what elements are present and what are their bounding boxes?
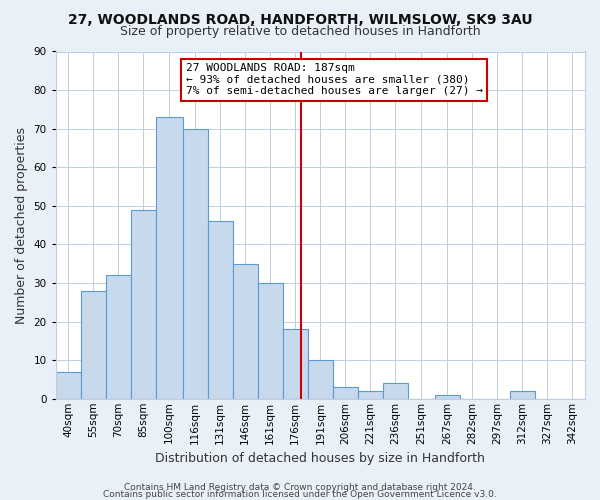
Bar (156, 117, 182, 399)
Text: 27, WOODLANDS ROAD, HANDFORTH, WILMSLOW, SK9 3AU: 27, WOODLANDS ROAD, HANDFORTH, WILMSLOW,… (68, 12, 532, 26)
Bar (233, 264, 258, 399)
Text: 27 WOODLANDS ROAD: 187sqm
← 93% of detached houses are smaller (380)
7% of semi-: 27 WOODLANDS ROAD: 187sqm ← 93% of detac… (186, 63, 483, 96)
Bar (258, 283, 283, 399)
Bar (510, 391, 535, 399)
Bar (56, 372, 81, 399)
Text: Contains HM Land Registry data © Crown copyright and database right 2024.: Contains HM Land Registry data © Crown c… (124, 484, 476, 492)
Y-axis label: Number of detached properties: Number of detached properties (15, 126, 28, 324)
Text: Size of property relative to detached houses in Handforth: Size of property relative to detached ho… (119, 25, 481, 38)
Bar (182, 128, 208, 399)
Bar (81, 290, 106, 399)
Bar (435, 395, 460, 399)
Bar (358, 391, 383, 399)
Bar (383, 384, 408, 399)
X-axis label: Distribution of detached houses by size in Handforth: Distribution of detached houses by size … (155, 452, 485, 465)
Bar (333, 387, 358, 399)
Text: Contains public sector information licensed under the Open Government Licence v3: Contains public sector information licen… (103, 490, 497, 499)
Bar (283, 330, 308, 399)
Bar (308, 360, 333, 399)
Bar (208, 222, 233, 399)
Bar (106, 276, 131, 399)
Bar (131, 210, 156, 399)
